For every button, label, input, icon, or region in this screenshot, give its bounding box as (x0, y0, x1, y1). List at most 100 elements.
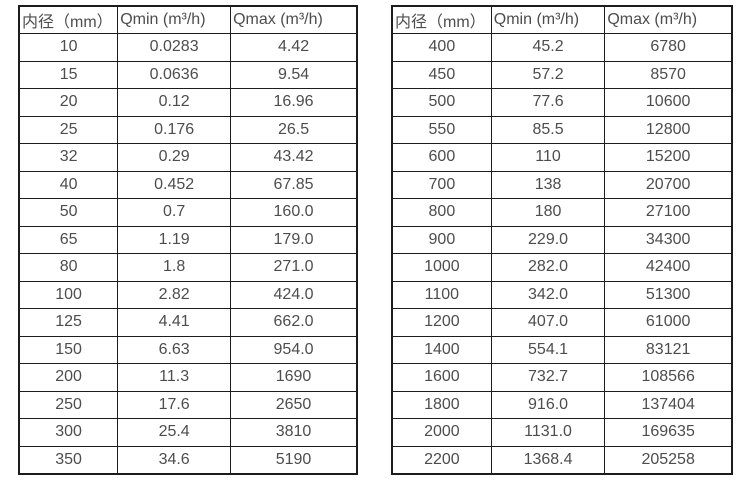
table-row: 900 229.0 34300 (391, 225, 733, 254)
table-row: 150 6.63 954.0 (18, 335, 358, 364)
table-row: 500 77.6 10600 (391, 88, 733, 117)
diameter-cell: 400 (391, 33, 492, 62)
table-row: 65 1.19 179.0 (18, 225, 358, 254)
table-row: 350 34.6 5190 (18, 445, 358, 474)
qmax-cell: 179.0 (230, 225, 358, 254)
qmin-cell: 1368.4 (490, 445, 606, 474)
qmax-cell: 954.0 (230, 335, 358, 364)
table-row: 700 138 20700 (391, 170, 733, 199)
diameter-cell: 40 (18, 170, 119, 199)
qmin-cell: 0.7 (117, 198, 232, 227)
diameter-cell: 1200 (391, 308, 492, 337)
header-row: 内径（mm） Qmin (m³/h) Qmax (m³/h) (391, 5, 733, 34)
table-row: 1800 916.0 137404 (391, 390, 733, 419)
qmin-cell: 229.0 (490, 225, 606, 254)
table-row: 300 25.4 3810 (18, 418, 358, 447)
qmin-cell: 4.41 (117, 308, 232, 337)
qmin-cell: 0.29 (117, 143, 232, 172)
qmin-cell: 916.0 (490, 390, 606, 419)
diameter-cell: 1600 (391, 363, 492, 392)
diameter-cell: 1400 (391, 335, 492, 364)
table-row: 25 0.176 26.5 (18, 115, 358, 144)
diameter-cell: 300 (18, 418, 119, 447)
qmax-cell: 43.42 (230, 143, 358, 172)
qmin-cell: 282.0 (490, 253, 606, 282)
diameter-cell: 2200 (391, 445, 492, 474)
qmax-cell: 15200 (604, 143, 733, 172)
qmin-cell: 45.2 (490, 33, 606, 62)
diameter-cell: 15 (18, 60, 119, 89)
table-row: 32 0.29 43.42 (18, 143, 358, 172)
qmin-cell: 0.452 (117, 170, 232, 199)
qmax-cell: 271.0 (230, 253, 358, 282)
table-row: 200 11.3 1690 (18, 363, 358, 392)
qmin-cell: 407.0 (490, 308, 606, 337)
qmax-cell: 4.42 (230, 33, 358, 62)
qmax-cell: 662.0 (230, 308, 358, 337)
table-row: 80 1.8 271.0 (18, 253, 358, 282)
qmax-cell: 1690 (230, 363, 358, 392)
diameter-cell: 550 (391, 115, 492, 144)
qmin-cell: 17.6 (117, 390, 232, 419)
diameter-cell: 20 (18, 88, 119, 117)
qmin-cell: 1.19 (117, 225, 232, 254)
flow-range-table-large-diameters: 内径（mm） Qmin (m³/h) Qmax (m³/h) 400 45.2 6780 4… (391, 5, 733, 475)
diameter-cell: 900 (391, 225, 492, 254)
table-row: 800 180 27100 (391, 198, 733, 227)
diameter-cell: 450 (391, 60, 492, 89)
diameter-cell: 25 (18, 115, 119, 144)
table-row: 100 2.82 424.0 (18, 280, 358, 309)
diameter-column-header: 内径（mm） (18, 5, 119, 34)
qmax-cell: 67.85 (230, 170, 358, 199)
table-row: 10 0.0283 4.42 (18, 33, 358, 62)
qmax-cell: 61000 (604, 308, 733, 337)
flow-range-table-small-diameters: 内径（mm） Qmin (m³/h) Qmax (m³/h) 10 0.0283 4.42… (18, 5, 358, 475)
qmin-cell: 0.0283 (117, 33, 232, 62)
qmax-cell: 3810 (230, 418, 358, 447)
diameter-cell: 500 (391, 88, 492, 117)
qmax-cell: 42400 (604, 253, 733, 282)
qmin-cell: 85.5 (490, 115, 606, 144)
qmin-cell: 1.8 (117, 253, 232, 282)
qmin-cell: 0.12 (117, 88, 232, 117)
qmax-cell: 169635 (604, 418, 733, 447)
diameter-cell: 600 (391, 143, 492, 172)
qmax-cell: 205258 (604, 445, 733, 474)
diameter-cell: 700 (391, 170, 492, 199)
qmin-cell: 138 (490, 170, 606, 199)
diameter-cell: 1100 (391, 280, 492, 309)
qmax-cell: 20700 (604, 170, 733, 199)
diameter-cell: 100 (18, 280, 119, 309)
table-row: 1600 732.7 108566 (391, 363, 733, 392)
diameter-cell: 250 (18, 390, 119, 419)
table-row: 1100 342.0 51300 (391, 280, 733, 309)
qmin-column-header: Qmin (m³/h) (117, 5, 232, 34)
qmin-cell: 180 (490, 198, 606, 227)
table-row: 20 0.12 16.96 (18, 88, 358, 117)
table-row: 1000 282.0 42400 (391, 253, 733, 282)
diameter-cell: 150 (18, 335, 119, 364)
qmin-cell: 34.6 (117, 445, 232, 474)
qmin-cell: 732.7 (490, 363, 606, 392)
table-row: 250 17.6 2650 (18, 390, 358, 419)
qmax-cell: 10600 (604, 88, 733, 117)
qmax-cell: 6780 (604, 33, 733, 62)
table-row: 15 0.0636 9.54 (18, 60, 358, 89)
qmax-cell: 108566 (604, 363, 733, 392)
diameter-cell: 2000 (391, 418, 492, 447)
qmin-cell: 57.2 (490, 60, 606, 89)
qmax-cell: 8570 (604, 60, 733, 89)
diameter-cell: 1800 (391, 390, 492, 419)
qmin-cell: 1131.0 (490, 418, 606, 447)
diameter-cell: 65 (18, 225, 119, 254)
diameter-cell: 125 (18, 308, 119, 337)
qmin-cell: 342.0 (490, 280, 606, 309)
table-row: 40 0.452 67.85 (18, 170, 358, 199)
table-row: 600 110 15200 (391, 143, 733, 172)
qmin-cell: 6.63 (117, 335, 232, 364)
qmin-cell: 25.4 (117, 418, 232, 447)
qmin-cell: 554.1 (490, 335, 606, 364)
qmin-column-header: Qmin (m³/h) (490, 5, 606, 34)
table-row: 50 0.7 160.0 (18, 198, 358, 227)
